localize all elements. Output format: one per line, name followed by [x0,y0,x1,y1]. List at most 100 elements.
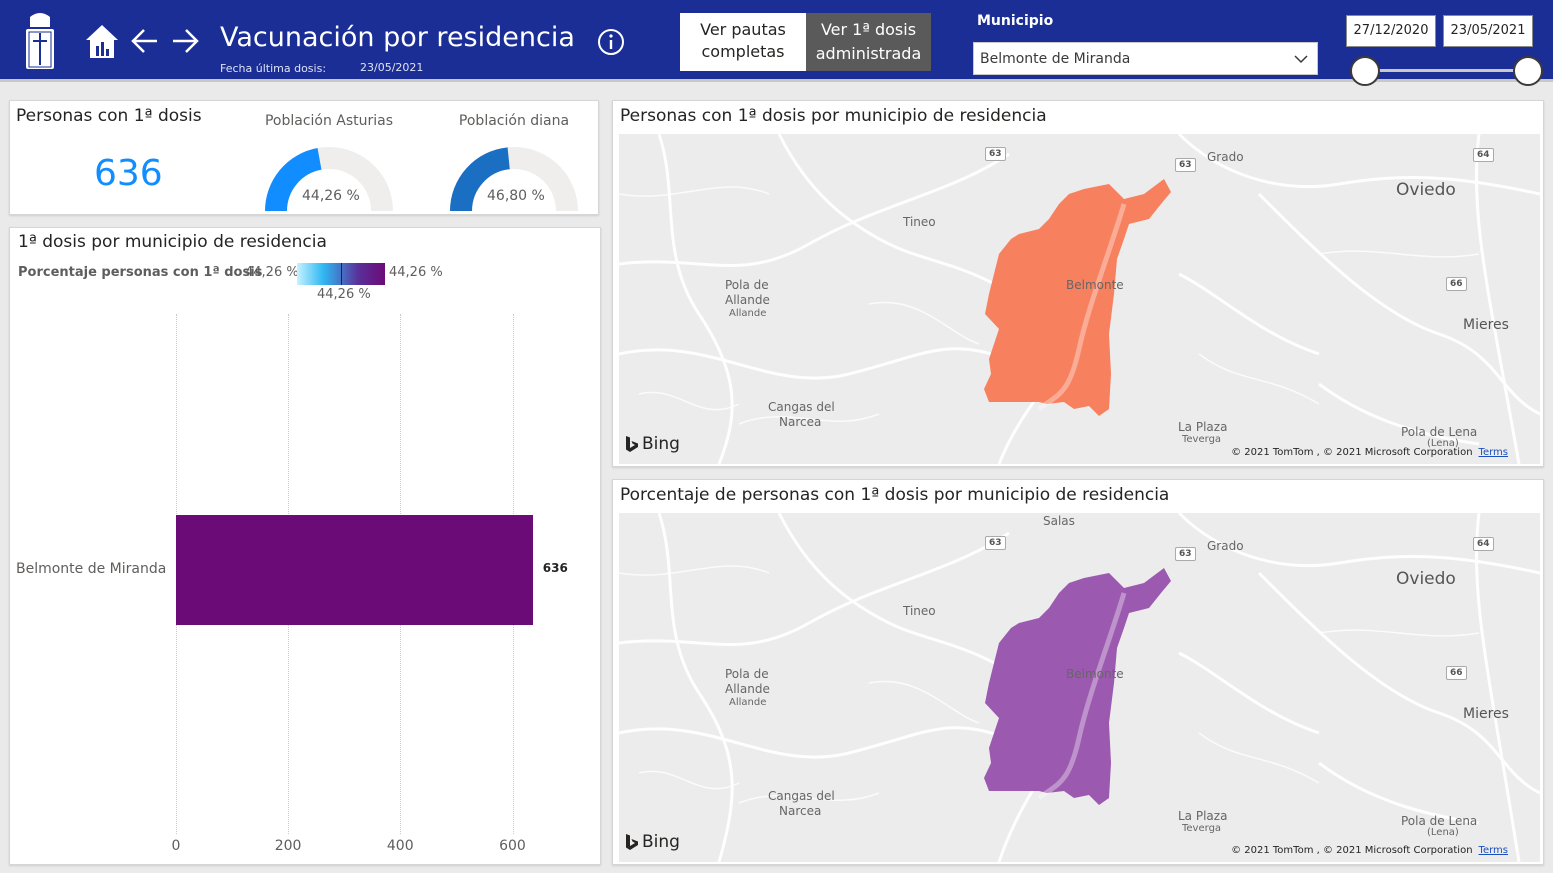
map-percentage-title: Porcentaje de personas con 1ª dosis por … [620,485,1170,505]
road-badge-64: 64 [1473,537,1494,551]
road-badge-63: 63 [985,147,1006,161]
map-label-tineo: Tineo [903,215,936,229]
map-label-pola-allande-line1: Pola de [725,667,769,681]
map-label-pola-allande-line1: Pola de [725,278,769,292]
map-label-cangas-line2: Narcea [779,415,822,429]
asturias-coat-of-arms-logo [26,13,54,69]
view-full-schedule-label-line2: completas [701,42,785,61]
color-legend-max: 44,26 % [389,265,443,280]
map-label-allande: Allande [729,308,767,319]
page-title: Vacunación por residencia [220,22,575,53]
view-full-schedule-button[interactable]: Ver pautas completas [680,13,806,71]
gauge-value-asturias: 44,26 % [302,188,360,204]
last-dose-value: 23/05/2021 [360,61,424,74]
map-percentage[interactable]: Salas Grado Oviedo Tineo Pola de Allande… [619,513,1540,862]
map-label-cangas-line1: Cangas del [768,400,835,414]
map-label-lena: (Lena) [1427,827,1459,838]
map-label-mieres: Mieres [1463,706,1509,722]
map-label-cangas-line2: Narcea [779,804,822,818]
color-legend-title: Porcentaje personas con 1ª dosis [18,265,263,280]
map-label-grado: Grado [1207,150,1244,164]
back-arrow-icon[interactable] [130,26,160,56]
bing-logo: Bing [625,434,680,454]
map-copyright: © 2021 TomTom , © 2021 Microsoft Corpora… [1231,447,1508,458]
end-date-input[interactable]: 23/05/2021 [1443,15,1533,47]
bar-chart-panel: 1ª dosis por municipio de residencia Por… [9,227,601,865]
map-label-la-plaza: La Plaza [1178,809,1228,823]
belmonte-region-percentage [984,568,1171,805]
chevron-down-icon [1294,55,1308,64]
bar[interactable] [176,515,533,625]
map-label-la-plaza: La Plaza [1178,420,1228,434]
map-label-pola-allande-line2: Allande [725,293,770,307]
gauge-asturias [265,147,393,212]
bing-logo: Bing [625,832,680,852]
view-first-dose-button[interactable]: Ver 1ª dosis administrada [806,13,931,71]
map-label-mieres: Mieres [1463,317,1509,333]
bing-icon [626,436,638,452]
kpi-panel: Personas con 1ª dosis 636 Población Astu… [9,100,599,215]
date-slider-end-handle[interactable] [1513,56,1543,86]
road-badge-63: 63 [1175,547,1196,561]
road-badge-66: 66 [1446,666,1467,680]
x-tick-label: 200 [274,838,302,854]
map-label-teverga: Teverga [1182,434,1222,445]
map-label-lena: (Lena) [1427,438,1459,449]
map-label-teverga: Teverga [1182,823,1222,834]
gauge-diana [450,147,578,212]
map-label-grado: Grado [1207,539,1244,553]
kpi-title: Personas con 1ª dosis [16,106,202,126]
road-badge-63: 63 [985,536,1006,550]
map-label-belmonte: Belmonte [1066,667,1124,681]
terms-link[interactable]: Terms [1478,447,1508,458]
belmonte-region-count [984,179,1171,416]
map-label-pola-lena: Pola de Lena [1401,425,1478,439]
color-legend-marker [341,263,342,285]
view-first-dose-label-line1: Ver 1ª dosis [820,20,917,39]
view-first-dose-label-line2: administrada [815,44,922,63]
x-tick-label: 600 [499,838,526,854]
gauge-label-asturias: Población Asturias [264,113,394,129]
map-label-pola-lena: Pola de Lena [1401,814,1478,828]
copyright-text: © 2021 TomTom , © 2021 Microsoft Corpora… [1231,447,1473,458]
start-date-input[interactable]: 27/12/2020 [1346,15,1436,47]
color-legend-min: 44,26 % [245,265,299,280]
map-label-allande: Allande [729,697,767,708]
gauge-diana-fill [450,147,511,212]
municipio-dropdown[interactable]: Belmonte de Miranda [973,42,1318,75]
map-count-roads [619,134,1540,464]
date-range-slider-track[interactable] [1365,69,1528,72]
bing-icon [626,834,638,850]
gauge-label-diana: Población diana [458,113,570,129]
view-full-schedule-label-line1: Ver pautas [700,20,786,39]
municipio-label: Municipio [977,13,1054,29]
bar-category-label: Belmonte de Miranda [16,561,167,577]
date-slider-start-handle[interactable] [1350,56,1380,86]
forward-arrow-icon[interactable] [170,26,200,56]
road-badge-66: 66 [1446,277,1467,291]
municipio-selected-value: Belmonte de Miranda [980,51,1131,67]
map-copyright: © 2021 TomTom , © 2021 Microsoft Corpora… [1231,845,1508,856]
terms-link[interactable]: Terms [1478,845,1508,856]
bing-label: Bing [642,434,680,454]
map-label-tineo: Tineo [903,604,936,618]
color-legend-mid: 44,26 % [317,287,371,302]
info-icon[interactable] [597,28,625,56]
road-badge-63: 63 [1175,158,1196,172]
kpi-value: 636 [94,153,163,194]
home-icon[interactable] [84,22,120,60]
map-label-cangas-line1: Cangas del [768,789,835,803]
map-label-salas: Salas [1043,514,1075,528]
map-label-oviedo: Oviedo [1396,569,1456,589]
bar-data-label: 636 [542,561,568,575]
map-count[interactable]: Grado Oviedo Tineo Pola de Allande Allan… [619,134,1540,464]
map-count-title: Personas con 1ª dosis por municipio de r… [620,106,1047,126]
last-dose-label: Fecha última dosis: [220,62,327,75]
copyright-text: © 2021 TomTom , © 2021 Microsoft Corpora… [1231,845,1473,856]
map-panel-count: Personas con 1ª dosis por municipio de r… [612,100,1544,467]
map-label-belmonte: Belmonte [1066,278,1124,292]
map-percentage-roads [619,513,1540,862]
report-header: Vacunación por residencia Fecha última d… [0,0,1553,86]
gauge-asturias-fill [265,148,322,212]
gauge-value-diana: 46,80 % [487,188,545,204]
